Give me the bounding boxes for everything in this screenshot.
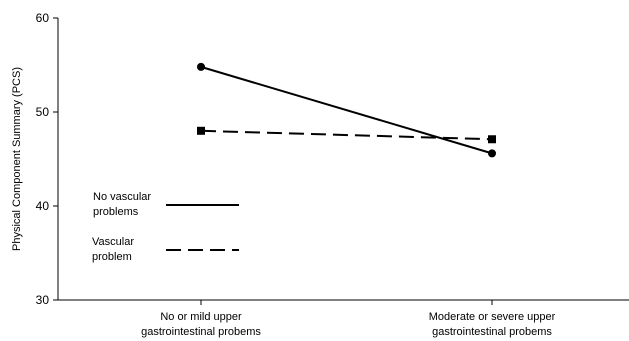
x-category-label: No or mild upper gastrointestinal probems [141, 311, 261, 338]
y-tick-label: 30 [36, 293, 50, 307]
series-line [200, 129, 493, 141]
series-line [200, 65, 493, 155]
y-ticks: 30 40 50 60 [36, 11, 58, 307]
series-1 [197, 62, 496, 158]
x-axis: No or mild upper gastrointestinal probems… [58, 299, 629, 338]
legend-entry-2: Vascular problem [92, 236, 239, 263]
x-ticks: No or mild upper gastrointestinal probems… [141, 300, 556, 338]
data-point-square [488, 135, 496, 144]
y-tick-label: 40 [36, 199, 50, 213]
legend-entry-1: No vascular problems [93, 191, 239, 218]
data-point-square [197, 126, 205, 135]
legend-label: No vascular problems [93, 191, 151, 218]
series-layer [197, 62, 496, 158]
x-category-label: Moderate or severe upper gastrointestinal… [429, 311, 556, 338]
legend: No vascular problems Vascular problem [92, 191, 239, 263]
data-point-circle [488, 149, 496, 158]
legend-label: Vascular problem [92, 236, 134, 263]
data-point-circle [197, 62, 205, 71]
y-tick-label: 50 [36, 105, 50, 119]
y-tick-label: 60 [36, 11, 50, 25]
series-2 [197, 126, 496, 144]
y-axis-title: Physical Component Summary (PCS) [11, 67, 23, 251]
y-axis: 30 40 50 60 Physical Component Summary (PCS… [11, 11, 59, 307]
